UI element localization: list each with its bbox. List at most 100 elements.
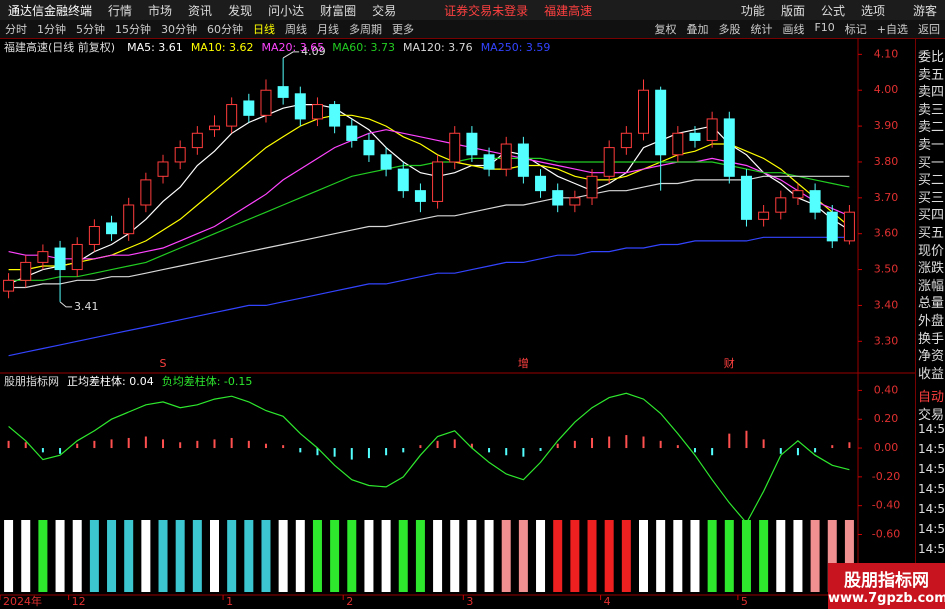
x-tick-label: 2 bbox=[346, 595, 353, 608]
candle-body bbox=[843, 211, 855, 242]
legend-entry: MA10: 3.62 bbox=[191, 41, 254, 54]
user[interactable]: 游客 bbox=[912, 3, 937, 18]
signal-bar bbox=[364, 520, 374, 592]
quote-label: 净资 bbox=[918, 349, 945, 365]
signal-bar bbox=[278, 520, 288, 592]
candle-body bbox=[3, 279, 15, 292]
candle-body bbox=[37, 251, 49, 263]
menu-item[interactable]: 公式 bbox=[820, 3, 845, 18]
quote-label: 买三 bbox=[918, 190, 945, 206]
legend-entry: MA20: 3.65 bbox=[262, 41, 325, 54]
signal-bar bbox=[536, 520, 546, 592]
signal-bar bbox=[450, 520, 460, 592]
stock-name: 福建高速 bbox=[544, 3, 593, 18]
candle-body bbox=[191, 132, 203, 149]
legend-entry: MA60: 3.73 bbox=[332, 41, 395, 54]
login-notice[interactable]: 证券交易未登录 bbox=[444, 3, 529, 18]
y-tick-label: 3.90 bbox=[874, 119, 899, 132]
quote-label: 涨跌 bbox=[918, 261, 945, 277]
x-tick-label: 4 bbox=[604, 595, 611, 608]
y-tick-label: 3.50 bbox=[874, 263, 899, 276]
watermark-name: 股朋指标网 bbox=[844, 571, 929, 591]
signal-bar bbox=[381, 520, 391, 592]
menu-item[interactable]: 功能 bbox=[740, 3, 765, 18]
menu-item[interactable]: 财富圈 bbox=[320, 3, 357, 18]
candle-body bbox=[569, 197, 581, 206]
ma-line bbox=[8, 104, 850, 285]
menu-item[interactable]: 市场 bbox=[148, 3, 173, 18]
period-button[interactable]: 日线 bbox=[253, 23, 275, 36]
candle-body bbox=[552, 190, 564, 206]
candle-body bbox=[689, 132, 701, 141]
menu-item[interactable]: 交易 bbox=[372, 3, 397, 18]
candle-body bbox=[71, 243, 83, 271]
menu-item[interactable]: 资讯 bbox=[188, 3, 213, 18]
candle-body bbox=[758, 211, 770, 220]
candle-body bbox=[294, 93, 306, 120]
period-button[interactable]: 周线 bbox=[285, 23, 307, 36]
legend-entry: MA5: 3.61 bbox=[127, 41, 183, 54]
period-button[interactable]: 分时 bbox=[5, 23, 27, 36]
menu-item[interactable]: 发现 bbox=[228, 3, 253, 18]
tool-button[interactable]: 统计 bbox=[750, 23, 773, 36]
candle-body bbox=[140, 179, 152, 206]
legend-entry: 正均差柱体: 0.04 bbox=[67, 374, 154, 388]
tool-button[interactable]: 复权 bbox=[654, 23, 677, 36]
tool-button[interactable]: +自选 bbox=[876, 23, 908, 36]
candle-body bbox=[655, 89, 667, 156]
signal-bar bbox=[741, 520, 751, 592]
signal-bar bbox=[210, 520, 219, 592]
candle-body bbox=[397, 168, 409, 192]
period-button[interactable]: 月线 bbox=[317, 23, 339, 36]
periods: 分时 1分钟 5分钟 15分钟 30分钟 60分钟 日线 周线 月线 多周期 更多 bbox=[0, 21, 419, 37]
tool-button[interactable]: 画线 bbox=[782, 23, 805, 36]
candle-body bbox=[500, 143, 512, 170]
ma-line bbox=[8, 129, 850, 260]
y-tick-label: -0.60 bbox=[872, 527, 900, 540]
signal-bar bbox=[415, 520, 425, 592]
signal-bar bbox=[261, 520, 271, 592]
watermark-url: www.7gpzb.com bbox=[828, 591, 945, 606]
quote-label: 现价 bbox=[918, 243, 945, 259]
tool-button[interactable]: 多股 bbox=[718, 23, 741, 36]
period-button[interactable]: 1分钟 bbox=[37, 23, 66, 36]
signal-bar bbox=[776, 520, 786, 592]
x-tick-label: 3 bbox=[466, 595, 473, 608]
menu-item[interactable]: 行情 bbox=[108, 3, 133, 18]
signal-bar bbox=[570, 520, 580, 592]
signal-bar bbox=[759, 520, 769, 592]
signal-bar bbox=[141, 520, 151, 592]
menu-item[interactable]: 选项 bbox=[860, 3, 885, 18]
ma-line bbox=[8, 236, 850, 357]
y-tick-label: 4.00 bbox=[874, 83, 899, 96]
tool-button[interactable]: 返回 bbox=[918, 23, 940, 36]
tool-button[interactable]: F10 bbox=[814, 21, 835, 34]
tool-button[interactable]: 叠加 bbox=[686, 23, 709, 36]
toolbar: 分时 1分钟 5分钟 15分钟 30分钟 60分钟 日线 周线 月线 多周期 更多 复权 叠加 多股 统计… bbox=[0, 20, 945, 39]
signal-bar bbox=[707, 520, 717, 592]
tool-button[interactable]: 标记 bbox=[844, 23, 867, 36]
menu-item[interactable]: 问小达 bbox=[268, 3, 305, 18]
period-button[interactable]: 15分钟 bbox=[115, 23, 151, 36]
period-button[interactable]: 60分钟 bbox=[207, 23, 243, 36]
tools: 复权 叠加 多股 统计 画线 F10 标记 +自选 返回 bbox=[649, 21, 945, 37]
candle-body bbox=[449, 132, 461, 163]
candle-body bbox=[620, 132, 632, 149]
menu-item[interactable]: 版面 bbox=[780, 3, 805, 18]
indicator-title: 股朋指标网 bbox=[4, 374, 59, 388]
period-button[interactable]: 多周期 bbox=[349, 23, 382, 36]
signal-bar bbox=[398, 520, 408, 592]
watermark: 股朋指标网 www.7gpzb.com bbox=[828, 563, 945, 609]
period-button[interactable]: 更多 bbox=[392, 23, 414, 36]
candle-body bbox=[260, 89, 272, 116]
period-button[interactable]: 5分钟 bbox=[76, 23, 105, 36]
x-tick-label: 1 bbox=[226, 595, 233, 608]
candle-body bbox=[723, 118, 735, 177]
period-button[interactable]: 30分钟 bbox=[161, 23, 197, 36]
time-label: 14:56 bbox=[918, 522, 945, 537]
signal-bar bbox=[38, 520, 48, 592]
signal-bar bbox=[467, 520, 477, 592]
signal-bar bbox=[55, 520, 65, 592]
y-tick-label: -0.40 bbox=[872, 499, 900, 512]
